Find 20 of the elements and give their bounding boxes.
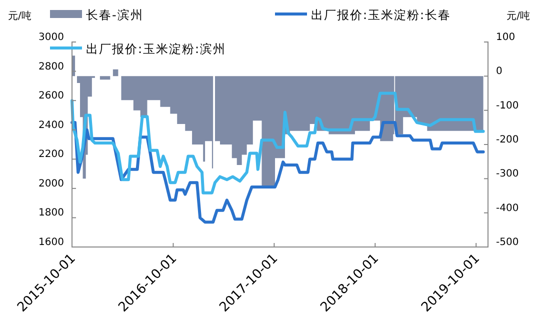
y-axis-title: 元/吨 [8,10,32,22]
y2-tick-label: -400 [496,202,519,214]
y-tick-label: 2800 [38,61,64,72]
y-tick-label: 3000 [38,32,64,43]
y-tick-label: 2200 [38,149,64,160]
y-tick-label: 2400 [38,120,64,131]
y-tick-label: 1600 [38,237,64,248]
y2-axis-title: 元/吨 [506,10,530,22]
y2-tick-label: 100 [496,32,516,43]
legend-label: 出厂报价:玉米淀粉:长春 [311,8,452,22]
y2-tick-label: -500 [496,237,519,248]
y-tick-label: 1800 [38,208,64,219]
y-tick-label: 2600 [38,90,64,102]
legend-label: 长春-滨州 [86,8,144,22]
legend-label: 出厂报价:玉米淀粉:滨州 [86,42,226,56]
y2-tick-label: -100 [496,100,519,112]
y2-tick-label: -200 [496,134,519,146]
y-tick-label: 2000 [38,178,64,190]
y2-tick-label: -300 [496,168,519,180]
y2-tick-label: 0 [496,66,502,78]
